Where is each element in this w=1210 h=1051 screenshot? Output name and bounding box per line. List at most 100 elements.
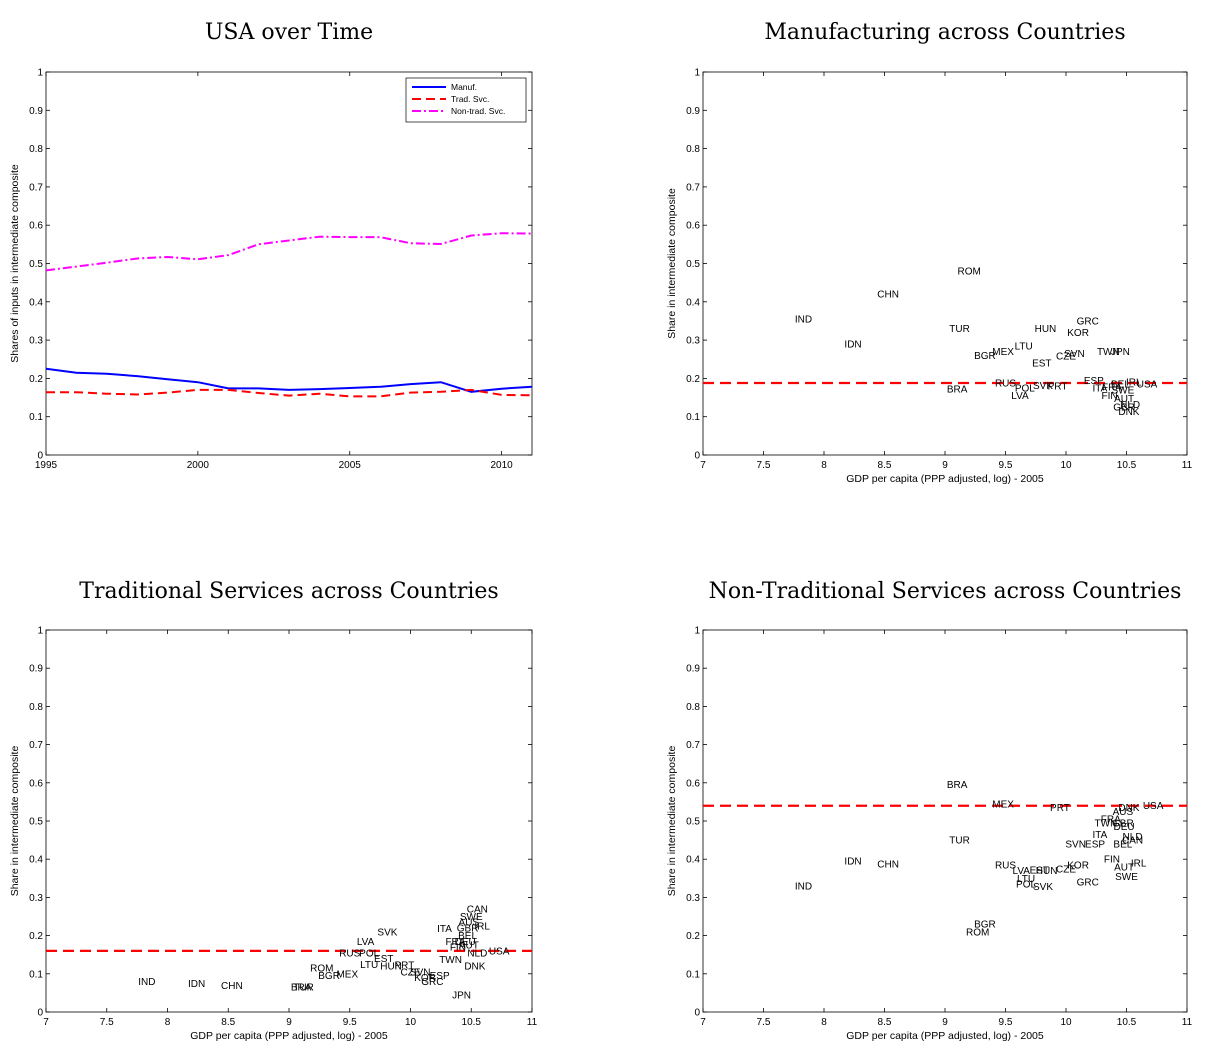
point-label-chn: CHN [221,981,243,992]
y-tick-label: 0.4 [686,297,700,308]
point-label-rus: RUS [995,378,1016,389]
y-tick-label: 0.9 [29,664,43,675]
point-label-bgr: BGR [974,351,996,362]
y-tick-label: 0.1 [29,969,43,980]
point-label-hun: HUN [1036,866,1058,877]
y-tick-label: 0.3 [686,893,700,904]
y-tick-label: 0.1 [686,969,700,980]
point-label-esp: ESP [1084,376,1104,387]
x-tick-label: 9.5 [343,1017,357,1028]
point-label-gbr: GBR [457,923,479,934]
y-tick-label: 0 [694,1008,700,1019]
point-label-nld: NLD [1123,832,1143,843]
x-tick-label: 2005 [339,460,362,471]
y-tick-label: 0.7 [29,182,43,193]
y-tick-label: 1 [37,68,43,79]
x-tick-label: 11 [1182,460,1193,471]
point-label-mex: MEX [992,799,1014,810]
x-tick-label: 7 [700,1017,706,1028]
point-label-fra: FRA [445,937,465,948]
point-label-irl: IRL [1126,378,1142,389]
y-tick-label: 0.8 [29,144,43,155]
x-tick-label: 8.5 [221,1017,235,1028]
point-label-deu: DEU [455,937,476,948]
point-label-dnk: DNK [1118,803,1139,814]
point-label-ltu: LTU [1017,874,1035,885]
point-label-twn: TWN [1097,347,1120,358]
point-label-fin: FIN [1102,391,1118,402]
x-axis-label: GDP per capita (PPP adjusted, log) - 200… [190,1030,388,1042]
x-tick-label: 8.5 [878,460,892,471]
point-label-gbr: GBR [1113,403,1135,414]
x-tick-label: 10.5 [462,1017,482,1028]
point-label-grc: GRC [1077,316,1099,327]
point-label-chn: CHN [877,290,899,301]
x-tick-label: 11 [1182,1017,1193,1028]
x-tick-label: 8 [821,1017,827,1028]
x-tick-label: 8 [821,460,827,471]
point-label-lva: LVA [1013,866,1031,877]
point-label-kor: KOR [1067,328,1089,339]
y-tick-label: 0.9 [29,106,43,117]
point-label-ita: ITA [1092,383,1107,394]
x-tick-label: 2000 [187,460,210,471]
point-label-grc: GRC [421,977,443,988]
point-label-bel: BEL [458,931,477,942]
panel-traditional-services: Traditional Services across Countries 0 0.… [9,579,538,1042]
point-label-bel: BEL [1113,839,1132,850]
point-label-svk: SVK [1033,882,1053,893]
y-tick-label: 0.4 [29,855,43,866]
x-tick-label: 9.5 [999,460,1013,471]
point-label-ltu: LTU [360,960,378,971]
point-label-nld: NLD [1120,400,1140,411]
point-label-bgr: BGR [318,971,340,982]
x-axis-label: GDP per capita (PPP adjusted, log) - 200… [846,473,1044,485]
y-tick-label: 0.7 [686,182,700,193]
y-axis-label: Share in intermediate composite [9,746,21,897]
y-tick-label: 0.2 [29,931,43,942]
point-label-aus: AUS [459,918,480,929]
y-axis-label: Share in intermediate composite [666,188,678,339]
point-label-twn: TWN [439,955,462,966]
y-tick-label: 1 [37,626,43,637]
y-tick-label: 0.8 [29,702,43,713]
x-tick-label: 7.5 [100,1017,114,1028]
y-tick-label: 0 [37,451,43,462]
y-tick-label: 0.5 [686,817,700,828]
x-tick-label: 8.5 [878,1017,892,1028]
x-tick-label: 1995 [35,460,58,471]
point-label-ltu: LTU [1015,341,1033,352]
chart-title: Manufacturing across Countries [764,20,1125,45]
y-tick-label: 0.5 [29,259,43,270]
panel-non-traditional-services: Non-Traditional Services across Countrie… [666,579,1193,1042]
point-label-fra: FRA [1102,382,1122,393]
point-label-usa: USA [1137,380,1158,391]
point-label-est: EST [374,954,393,965]
point-label-mex: MEX [992,347,1014,358]
panel-usa-over-time: USA over Time 0 0.1 0.2 0.3 0.4 0.5 0.6 0.7 0.8 0.… [9,20,533,471]
point-label-swe: SWE [460,912,483,923]
x-tick-label: 10.5 [1117,460,1137,471]
point-label-jpn: JPN [1111,347,1130,358]
x-tick-label: 10 [405,1017,417,1028]
point-label-bra: BRA [291,983,312,994]
x-tick-label: 7.5 [757,460,771,471]
point-label-ita: ITA [437,924,452,935]
y-tick-label: 0.3 [686,336,700,347]
x-tick-label: 8 [165,1017,171,1028]
point-label-cze: CZE [1056,352,1076,363]
y-tick-label: 0.9 [686,106,700,117]
point-label-rus: RUS [995,860,1016,871]
point-label-pol: POL [1015,383,1035,394]
y-tick-label: 0 [694,451,700,462]
chart-title: Traditional Services across Countries [79,579,498,604]
y-tick-label: 0.5 [686,259,700,270]
point-label-swe: SWE [1111,385,1134,396]
chart-title: USA over Time [205,20,373,45]
point-label-hun: HUN [380,962,402,973]
y-tick-label: 0.7 [686,740,700,751]
legend-entry: Trad. Svc. [451,94,489,104]
point-label-twn: TWN [1095,818,1118,829]
panel-manufacturing: Manufacturing across Countries 0 0.1 0.2 0.3… [666,20,1193,485]
series-line-manuf [45,367,533,393]
